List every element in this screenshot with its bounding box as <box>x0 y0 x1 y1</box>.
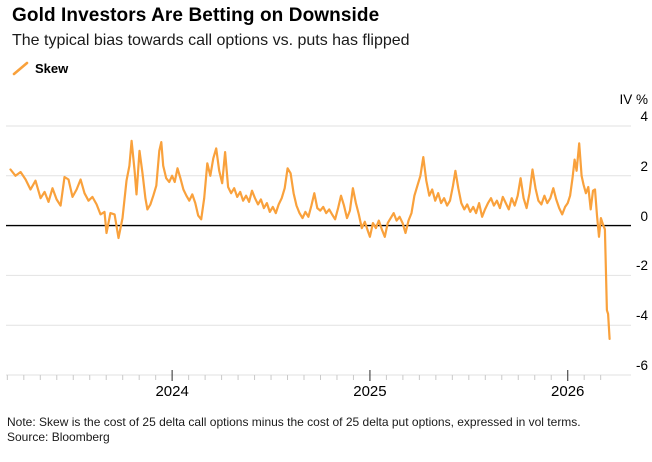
footnote: Note: Skew is the cost of 25 delta call … <box>7 415 581 429</box>
x-axis-year-label: 2026 <box>551 383 585 400</box>
y-axis-tick-label: 4 <box>640 108 648 124</box>
y-axis-tick-label: -4 <box>635 308 648 324</box>
y-axis-tick-label: -2 <box>635 258 648 274</box>
y-axis-unit-label: IV % <box>619 92 648 107</box>
y-axis-tick-label: -6 <box>635 358 648 373</box>
y-axis-tick-label: 0 <box>640 208 648 224</box>
legend-label: Skew <box>35 61 69 76</box>
legend-line-marker-icon <box>12 61 29 76</box>
y-axis-tick-label: 2 <box>640 158 648 174</box>
x-axis-year-label: 2024 <box>155 383 189 400</box>
chart-subtitle: The typical bias towards call options vs… <box>12 32 410 49</box>
source-credit: Source: Bloomberg <box>7 430 110 444</box>
x-axis-year-label: 2025 <box>353 383 387 400</box>
plot-area <box>6 110 631 381</box>
legend: Skew <box>12 61 68 76</box>
skew-line-chart <box>6 125 631 381</box>
chart-title: Gold Investors Are Betting on Downside <box>12 5 380 26</box>
